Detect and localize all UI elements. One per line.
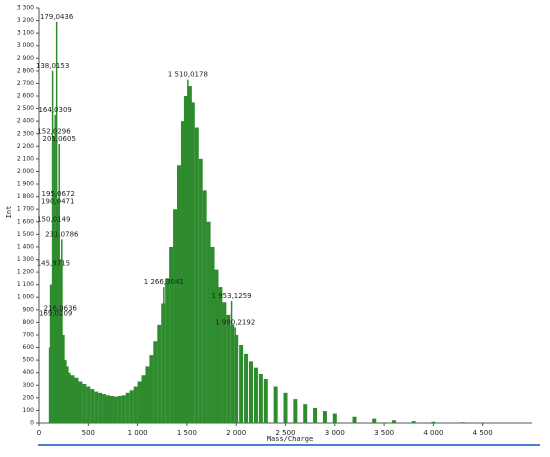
y-tick-label: 100 [23, 407, 35, 414]
y-tick-label: 2 800 [17, 67, 34, 74]
y-tick-label: 600 [23, 344, 35, 351]
peak-label: 1 990,2192 [215, 318, 255, 326]
x-tick-label: 1 500 [177, 429, 197, 437]
peak-label: 205,0605 [43, 135, 76, 143]
y-tick-label: 2 000 [17, 168, 34, 175]
peak-label: 145,9715 [37, 259, 70, 267]
y-tick-label: 1 900 [17, 181, 34, 188]
y-tick-label: 300 [23, 382, 35, 389]
y-axis-label: Int [5, 206, 13, 219]
y-tick-label: 2 300 [17, 130, 34, 137]
peak-label: 169,0209 [39, 310, 72, 318]
y-tick-label: 3 000 [17, 42, 34, 49]
peak-label: 1 953,1259 [212, 292, 252, 300]
peak-label: 190,0471 [41, 198, 74, 206]
y-tick-label: 900 [23, 306, 35, 313]
x-tick-label: 4 500 [473, 429, 493, 437]
x-tick-label: 1 000 [128, 429, 148, 437]
y-tick-label: 2 100 [17, 155, 34, 162]
x-tick-label: 3 000 [325, 429, 345, 437]
peak-label: 1 266,3041 [144, 278, 184, 286]
x-tick-label: 4 000 [423, 429, 443, 437]
x-tick-label: 2 000 [226, 429, 246, 437]
y-tick-label: 1 100 [17, 281, 34, 288]
y-tick-label: 0 [30, 420, 34, 427]
peak-label: 138,0153 [36, 62, 69, 70]
y-tick-label: 1 300 [17, 256, 34, 263]
y-tick-label: 800 [23, 319, 35, 326]
y-tick-label: 500 [23, 357, 35, 364]
x-tick-label: 0 [37, 429, 41, 437]
peak-label: 231,0786 [45, 230, 79, 238]
peak-label: 152,0296 [37, 127, 71, 135]
peak-label: 179,0436 [40, 13, 74, 21]
y-tick-label: 700 [23, 331, 35, 338]
y-tick-label: 2 400 [17, 118, 34, 125]
peak-label: 216,0636 [44, 305, 78, 313]
x-tick-label: 3 500 [374, 429, 394, 437]
y-tick-label: 2 900 [17, 55, 34, 62]
y-tick-label: 2 700 [17, 80, 34, 87]
x-tick-label: 2 500 [275, 429, 295, 437]
peak-label: 1 510,0178 [168, 71, 208, 79]
y-tick-label: 400 [23, 369, 35, 376]
y-tick-label: 200 [23, 394, 35, 401]
y-tick-label: 2 500 [17, 105, 34, 112]
y-tick-label: 1 800 [17, 193, 34, 200]
y-tick-label: 2 200 [17, 143, 34, 150]
y-tick-label: 1 700 [17, 206, 34, 213]
y-tick-label: 1 500 [17, 231, 34, 238]
x-axis-label: Mass/Charge [267, 435, 313, 443]
y-tick-label: 3 200 [17, 17, 34, 24]
y-tick-label: 3 300 [17, 5, 34, 12]
y-tick-label: 1 600 [17, 218, 34, 225]
peak-label: 150,0149 [37, 215, 70, 223]
y-tick-label: 3 100 [17, 30, 34, 37]
x-tick-label: 500 [82, 429, 95, 437]
peak-label: 195,0672 [42, 190, 75, 198]
y-tick-label: 1 400 [17, 243, 34, 250]
peak-label: 164,0309 [38, 106, 71, 114]
y-tick-label: 2 600 [17, 93, 34, 100]
y-tick-label: 1 000 [17, 294, 34, 301]
y-tick-label: 1 200 [17, 269, 34, 276]
